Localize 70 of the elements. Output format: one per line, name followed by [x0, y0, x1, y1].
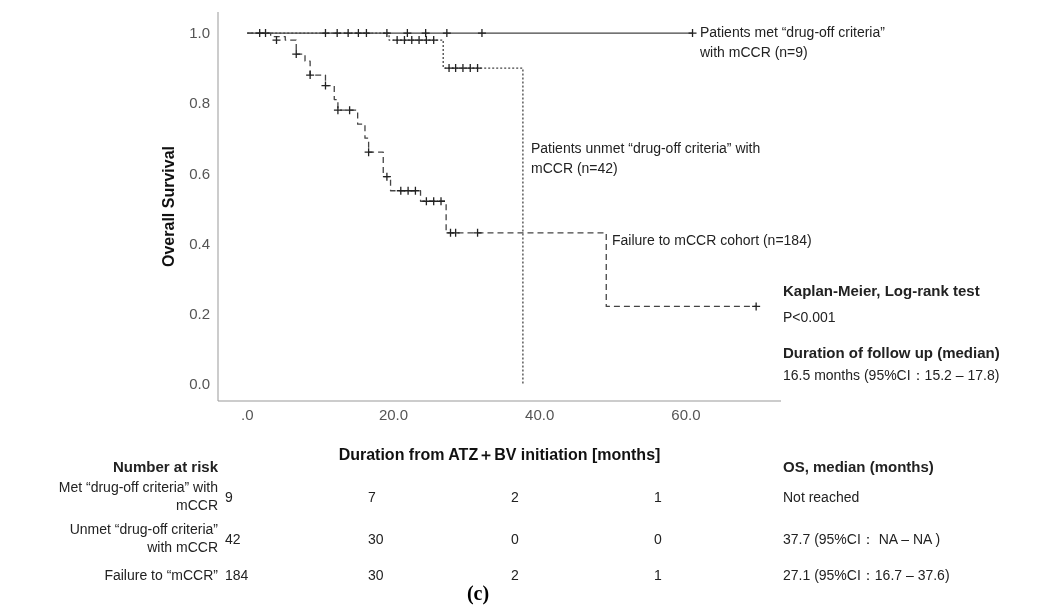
point [458, 63, 468, 73]
text: 2 [511, 566, 520, 584]
point [421, 28, 431, 38]
point [344, 105, 355, 115]
series-label: Patients unmet “drug-off criteria” with mCCR (n=42) [531, 139, 762, 178]
point [353, 28, 364, 38]
text: Not reached [783, 488, 861, 506]
point [361, 28, 372, 38]
point [429, 35, 439, 45]
text: 37.7 (95%CI： NA – NA ) [783, 530, 942, 548]
point [450, 63, 461, 73]
point [382, 28, 392, 38]
point [477, 28, 487, 38]
x-tick-label: .0 [240, 405, 254, 423]
text: 16.5 months (95%CI：15.2 – 17.8) [783, 366, 1001, 384]
point [260, 28, 271, 38]
text: Duration of follow up (median) [783, 344, 1001, 362]
text: 30 [368, 566, 385, 584]
point [403, 186, 413, 196]
x-tick-label: 60.0 [671, 405, 701, 423]
point [382, 172, 392, 182]
y-tick-label: 0.8 [189, 94, 210, 112]
text: 0 [511, 530, 520, 548]
text: 27.1 (95%CI：16.7 – 37.6) [783, 566, 951, 584]
text: 184 [225, 566, 250, 584]
series-label: Patients met “drug-off criteria” with mCCR (n=9) [700, 23, 886, 62]
y-tick-label: 0.0 [189, 374, 210, 392]
text: 0 [654, 530, 663, 548]
x-tick-label: 40.0 [525, 405, 555, 423]
x-tick-label: 20.0 [378, 405, 409, 423]
point [751, 301, 761, 312]
y-tick-label: 0.4 [189, 234, 210, 252]
text: 30 [368, 530, 385, 548]
text: Met “drug-off criteria” with mCCR [57, 478, 218, 514]
point [442, 28, 452, 38]
y-tick-label: 0.6 [189, 164, 210, 182]
text: Number at risk [111, 458, 218, 476]
text: (c) [465, 582, 491, 604]
y-tick-label: 0.2 [189, 304, 210, 322]
point [333, 105, 343, 115]
text: Unmet “drug-off criteria” with mCCR [68, 520, 218, 556]
point [399, 35, 410, 45]
point [291, 49, 301, 59]
text: 7 [368, 488, 377, 506]
y-tick-label: 1.0 [189, 24, 210, 42]
text: P<0.001 [783, 308, 837, 326]
point [271, 35, 282, 45]
text: 1 [654, 566, 663, 584]
point [414, 35, 424, 45]
text: Kaplan-Meier, Log-rank test [783, 282, 981, 300]
text: 42 [225, 530, 242, 548]
point [320, 28, 331, 38]
x-axis-title: Duration from ATZ＋BV initiation [months] [338, 446, 661, 463]
text: 2 [511, 488, 520, 506]
text: 9 [225, 488, 234, 506]
point [687, 28, 698, 38]
point [343, 28, 353, 38]
y-axis-title: Overall Survival [159, 146, 177, 267]
point [465, 63, 475, 73]
point [421, 35, 432, 45]
point [436, 196, 446, 206]
point [392, 35, 402, 45]
point [305, 70, 315, 80]
series-label: Failure to mCCR cohort (n=184) [612, 231, 813, 250]
point [472, 63, 483, 73]
point [444, 63, 454, 73]
text: Failure to “mCCR” [103, 566, 218, 584]
text: OS, median (months) [783, 458, 935, 476]
point [332, 28, 342, 38]
text: 1 [654, 488, 663, 506]
